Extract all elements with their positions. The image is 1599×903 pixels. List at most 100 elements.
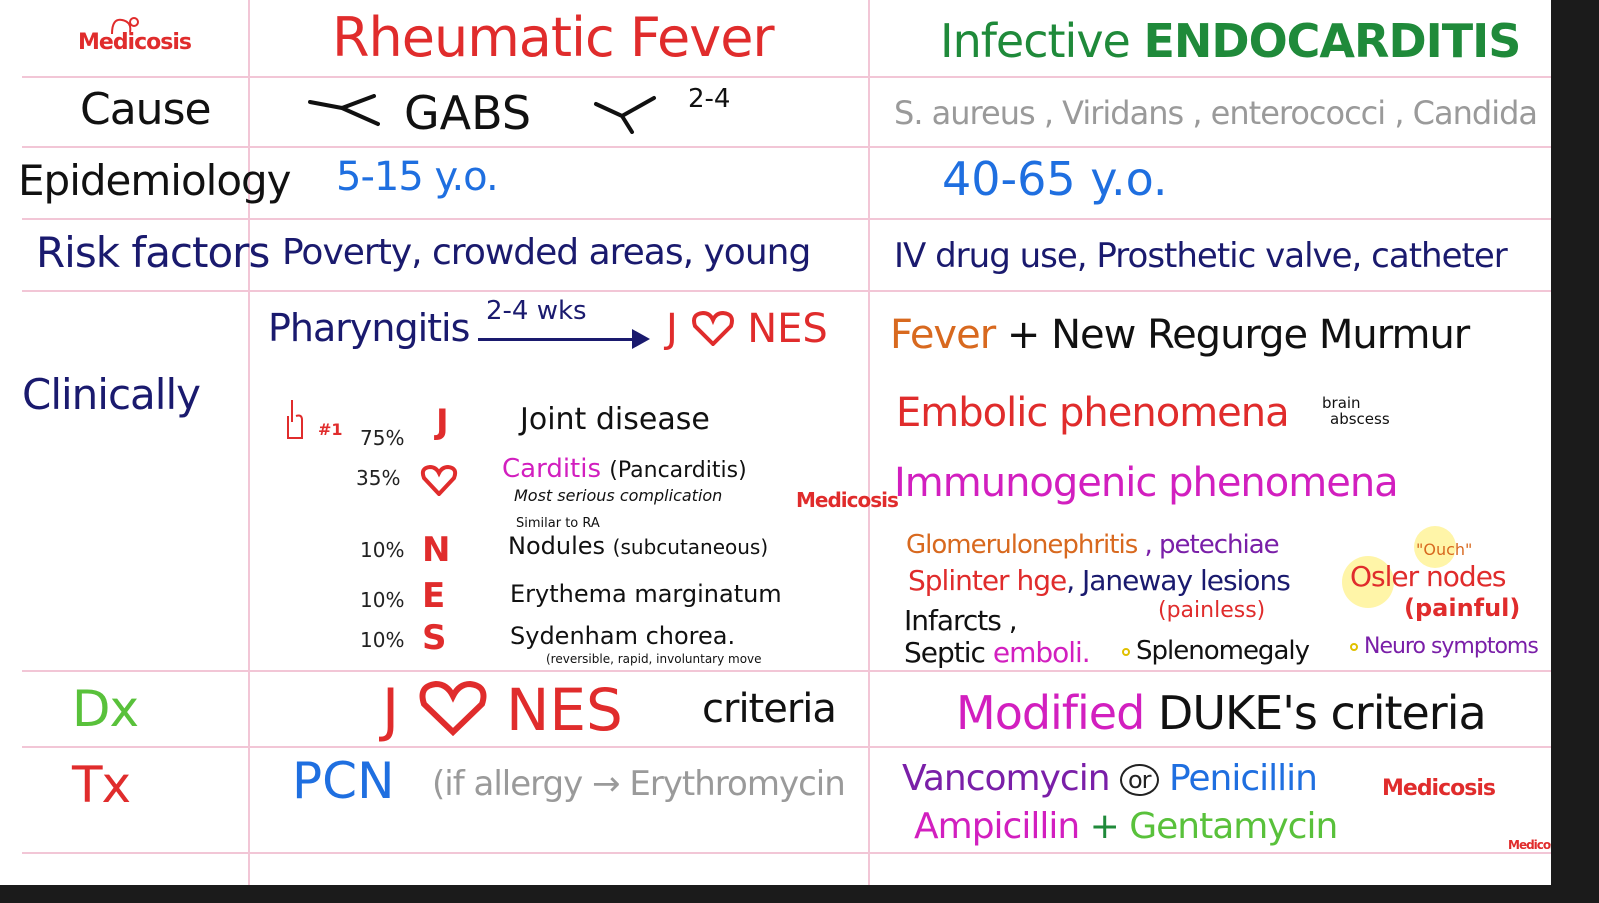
medicosis-logo: Medicosis (796, 488, 899, 512)
grid-line (22, 852, 1552, 854)
criterion-letter-n: N (422, 530, 451, 570)
ie-tx-or: or (1119, 764, 1159, 796)
ie-epidemiology: 40-65 y.o. (942, 152, 1168, 206)
criterion-pct: 35% (356, 466, 401, 490)
ie-painful: (painful) (1404, 594, 1521, 622)
rf-cause-gabs: GABS (404, 86, 532, 140)
ie-splenomegaly: Splenomegaly (1136, 636, 1310, 666)
rf-dx-jones: J NES (382, 676, 623, 744)
rf-jones-j: J (666, 306, 678, 352)
grid-line (22, 290, 1552, 292)
grid-line (22, 670, 1552, 672)
grid-line (22, 76, 1552, 78)
bottom-border (0, 885, 1599, 903)
rf-epidemiology: 5-15 y.o. (336, 154, 499, 200)
tx-allergy-label: (if allergy (432, 764, 583, 804)
ie-dx-duke: DUKE's (1157, 686, 1318, 740)
criterion-erythema: Erythema marginatum (510, 580, 782, 608)
grid-line (248, 0, 250, 885)
carditis-extra: (Pancarditis) (609, 458, 747, 483)
criterion-pct: 10% (360, 538, 405, 562)
ie-neuro-item: Neuro symptoms (1350, 634, 1539, 659)
ie-embolic: Embolic phenomena (896, 390, 1290, 436)
ie-new-murmur: New Regurge Murmur (1051, 312, 1470, 358)
criterion-pct: 10% (360, 628, 405, 652)
rf-jones-heading: J NES (666, 306, 828, 352)
row-label-cause: Cause (80, 84, 212, 135)
ie-glomerulo-line: Glomerulonephritis , petechiae (906, 530, 1280, 560)
highlight-spot (1342, 556, 1394, 608)
criterion-letter-e: E (422, 576, 446, 616)
rf-tx-pcn: PCN (292, 752, 395, 810)
carditis-label: Carditis (502, 454, 602, 484)
header-ie-part1: Infective (940, 14, 1144, 68)
nodules-label: Nodules (508, 532, 606, 560)
criterion-sydenham: Sydenham chorea. (510, 622, 736, 650)
row-label-clinically: Clinically (22, 370, 201, 419)
pointing-hand-icon (287, 400, 303, 439)
bullet-icon (1122, 647, 1130, 656)
criterion-pct: 75% (360, 426, 405, 450)
ie-embolic-note-2: abscess (1330, 410, 1390, 428)
grid-line (22, 146, 1552, 148)
dx-jones-nes: NES (505, 676, 623, 744)
ie-emboli: emboli. (992, 636, 1091, 669)
row-label-epidemiology: Epidemiology (18, 156, 292, 205)
ie-tx-vanco: Vancomycin (902, 758, 1111, 799)
ie-embolic-note-1: brain (1322, 394, 1361, 412)
dx-jones-j: J (382, 676, 400, 744)
heart-icon (691, 310, 734, 347)
criterion-letter-s: S (422, 618, 447, 658)
ie-immuno: Immunogenic phenomena (894, 460, 1399, 506)
rf-pharyngitis: Pharyngitis (268, 306, 470, 350)
ie-painless: (painless) (1158, 598, 1266, 623)
ie-tx-amp: Ampicillin (914, 806, 1080, 847)
hand-marker-label: #1 (318, 420, 343, 439)
ie-splenomegaly-item: Splenomegaly (1122, 636, 1310, 666)
rf-jones-nes: NES (747, 306, 828, 352)
criterion-nodules: Nodules (subcutaneous) (508, 532, 768, 560)
carditis-note: Most serious complication (514, 486, 723, 505)
ie-janeway: , Janeway lesions (1066, 564, 1291, 597)
header-infective-endocarditis: Infective ENDOCARDITIS (940, 14, 1521, 68)
grid-line (868, 0, 870, 885)
ie-petechiae: , petechiae (1144, 530, 1280, 560)
nodules-extra: (subcutaneous) (612, 535, 769, 559)
arrow-icon: → (592, 764, 620, 804)
criterion-carditis: Carditis (Pancarditis) (502, 454, 747, 484)
right-border (1551, 0, 1599, 903)
rf-tx-allergy: (if allergy → Erythromycin (432, 764, 846, 804)
ie-dx-line: Modified DUKE's criteria (956, 686, 1487, 740)
rf-dx-criteria: criteria (702, 686, 837, 732)
ie-fever-line: Fever + New Regurge Murmur (890, 312, 1470, 358)
criterion-pct: 10% (360, 588, 405, 612)
gabs-right-branch-icon (594, 96, 656, 134)
header-ie-part2: ENDOCARDITIS (1143, 14, 1521, 68)
ie-ouch: "Ouch" (1416, 540, 1473, 559)
ie-cause: S. aureus , Viridans , enterococci , Can… (894, 94, 1538, 132)
rf-arrow-label: 2-4 wks (486, 296, 587, 326)
highlight-spot (1414, 526, 1456, 568)
ie-plus: + (1006, 312, 1041, 358)
rf-arrow (478, 329, 650, 349)
row-label-tx: Tx (72, 756, 131, 814)
grid-line (22, 746, 1552, 748)
heart-icon (419, 680, 487, 737)
ie-tx-gent: Gentamycin (1129, 806, 1338, 847)
header-rheumatic-fever: Rheumatic Fever (332, 6, 775, 69)
medicosis-logo: Medicosis (78, 30, 192, 55)
ie-splinter-line: Splinter hge, Janeway lesions (908, 564, 1291, 597)
criterion-letter-j: J (436, 402, 449, 442)
grid-line (22, 218, 1552, 220)
sydenham-note: (reversible, rapid, involuntary move (546, 652, 762, 666)
tx-alt-label: Erythromycin (629, 764, 845, 804)
stethoscope-icon (111, 17, 139, 35)
ie-osler: Osler nodes (1350, 560, 1507, 593)
gabs-left-branch-icon (308, 94, 380, 126)
ie-glomerulo: Glomerulonephritis (906, 530, 1138, 560)
bullet-icon (1350, 643, 1358, 651)
ie-tx-line-1: Vancomycin or Penicillin (902, 758, 1318, 799)
heart-icon (420, 464, 458, 496)
row-label-risk-factors: Risk factors (36, 228, 270, 277)
